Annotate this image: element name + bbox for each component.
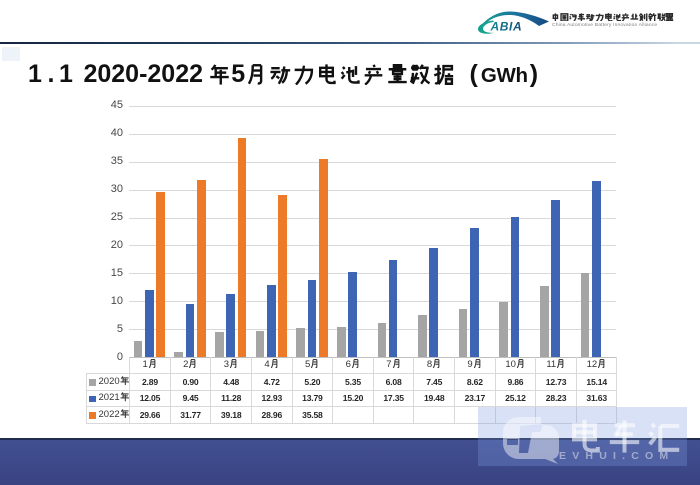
svg-text:ABIA: ABIA [490, 20, 523, 34]
